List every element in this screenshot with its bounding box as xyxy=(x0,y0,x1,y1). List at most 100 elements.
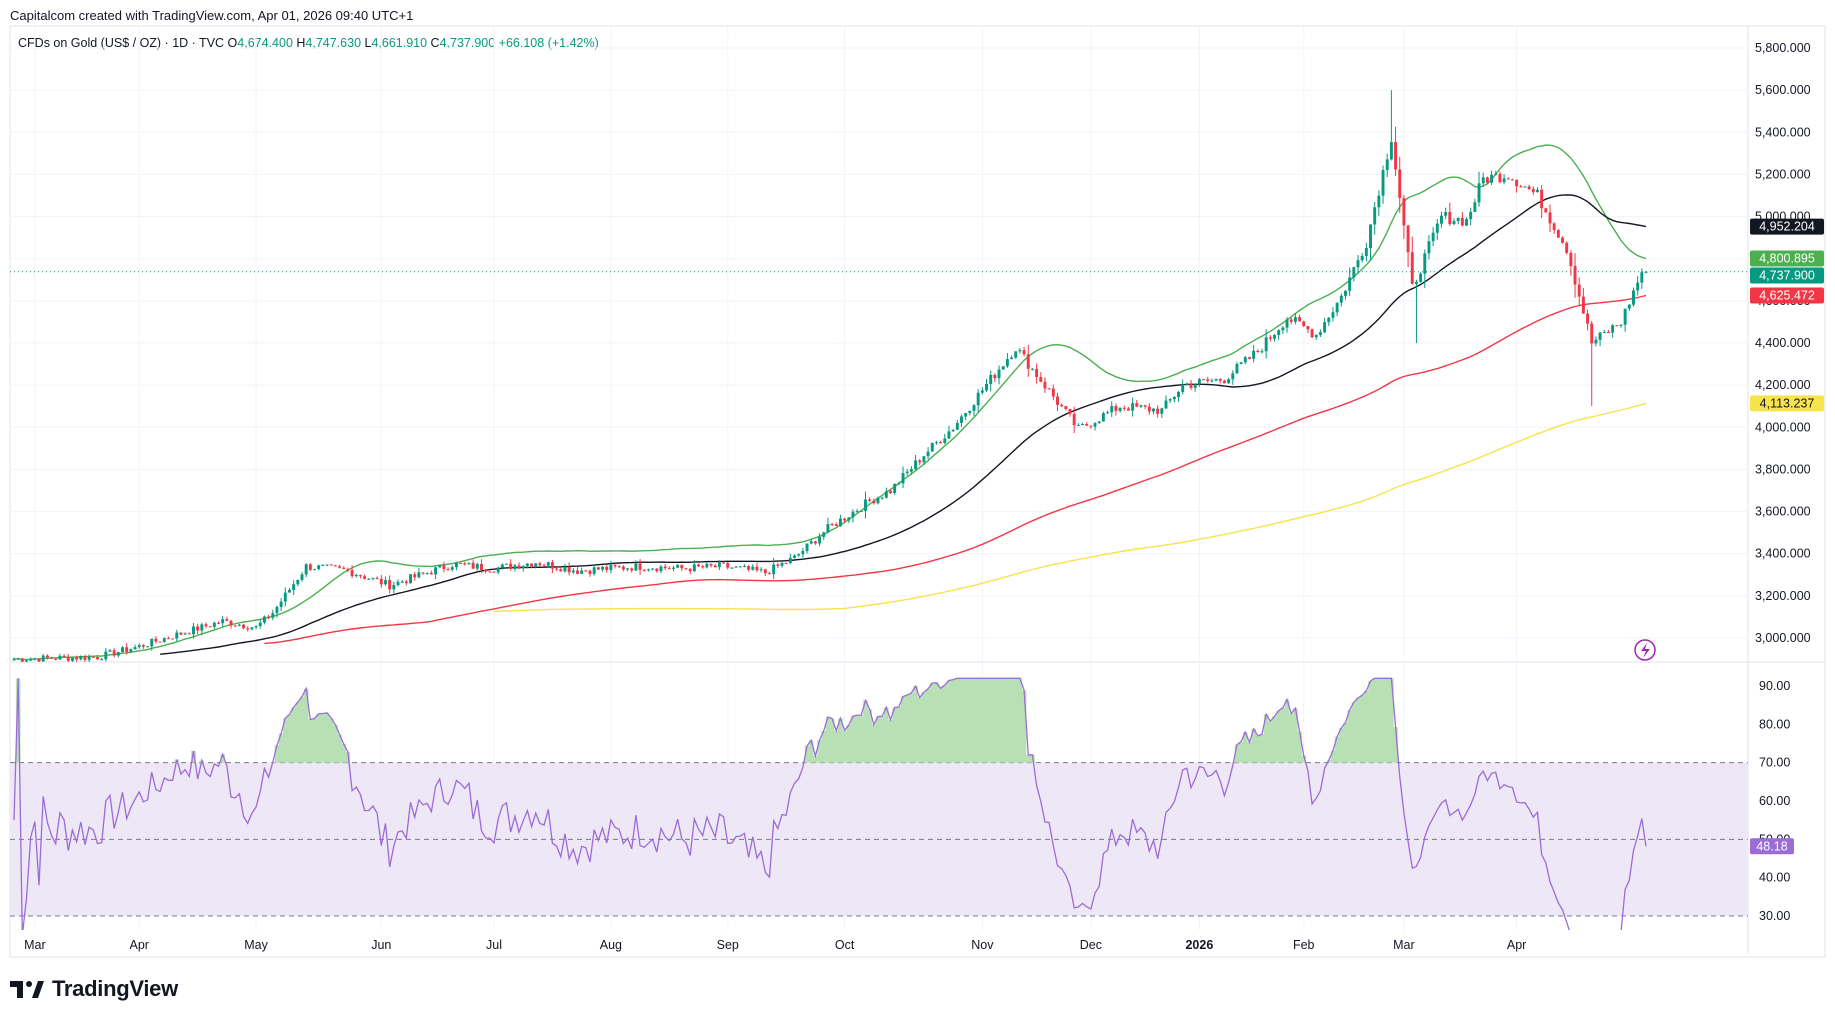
candle[interactable] xyxy=(454,562,458,571)
candle[interactable] xyxy=(1481,172,1485,188)
candle[interactable] xyxy=(1469,207,1473,226)
candle[interactable] xyxy=(1014,351,1018,359)
candle[interactable] xyxy=(922,456,926,465)
candle[interactable] xyxy=(605,564,609,573)
candle[interactable] xyxy=(1536,187,1539,193)
candle[interactable] xyxy=(713,564,717,568)
candle[interactable] xyxy=(893,483,897,495)
candle[interactable] xyxy=(709,563,713,568)
candle[interactable] xyxy=(20,657,24,665)
candle[interactable] xyxy=(1160,407,1164,418)
candle[interactable] xyxy=(834,522,838,527)
candle[interactable] xyxy=(1026,344,1030,377)
candle[interactable] xyxy=(1206,376,1210,383)
candle[interactable] xyxy=(208,626,212,628)
tradingview-brand[interactable]: TradingView xyxy=(10,976,178,1002)
candle[interactable] xyxy=(1051,384,1055,401)
price-plot[interactable] xyxy=(12,90,1648,665)
candle[interactable] xyxy=(1164,395,1168,410)
candle[interactable] xyxy=(1440,211,1443,228)
candle[interactable] xyxy=(997,365,1001,385)
candle[interactable] xyxy=(1185,382,1189,386)
candle[interactable] xyxy=(1239,361,1243,365)
candle[interactable] xyxy=(1248,356,1251,360)
candle[interactable] xyxy=(642,569,646,572)
candle[interactable] xyxy=(1389,90,1393,161)
candle[interactable] xyxy=(939,440,943,444)
candle[interactable] xyxy=(509,559,513,571)
candle[interactable] xyxy=(1460,212,1464,227)
candle[interactable] xyxy=(1010,355,1014,360)
candle[interactable] xyxy=(818,533,822,547)
candle[interactable] xyxy=(150,638,154,651)
candle[interactable] xyxy=(1485,176,1489,185)
candle[interactable] xyxy=(200,622,204,636)
candle[interactable] xyxy=(759,567,763,573)
candle[interactable] xyxy=(237,623,241,627)
candle[interactable] xyxy=(1106,410,1110,414)
candle[interactable] xyxy=(646,568,650,572)
candle[interactable] xyxy=(1548,204,1552,233)
candle[interactable] xyxy=(384,576,387,586)
candle[interactable] xyxy=(1402,194,1406,239)
candle[interactable] xyxy=(985,378,988,392)
candle[interactable] xyxy=(1423,249,1427,289)
candle[interactable] xyxy=(179,632,183,636)
candle[interactable] xyxy=(484,568,488,574)
candle[interactable] xyxy=(254,625,258,630)
candle[interactable] xyxy=(313,568,316,571)
candle[interactable] xyxy=(171,638,175,640)
candle[interactable] xyxy=(1005,353,1009,368)
candle[interactable] xyxy=(742,564,746,568)
candle[interactable] xyxy=(1323,317,1327,334)
candle[interactable] xyxy=(772,557,776,580)
candle[interactable] xyxy=(1110,401,1114,417)
candle[interactable] xyxy=(1189,380,1193,391)
candle[interactable] xyxy=(229,619,233,629)
candle[interactable] xyxy=(926,447,930,460)
candle[interactable] xyxy=(162,637,166,643)
candle[interactable] xyxy=(1632,287,1635,307)
candle[interactable] xyxy=(788,553,792,565)
candle[interactable] xyxy=(175,629,179,642)
candle[interactable] xyxy=(847,517,851,524)
candle[interactable] xyxy=(1156,405,1160,418)
candle[interactable] xyxy=(217,621,220,625)
candle[interactable] xyxy=(943,433,947,445)
candle[interactable] xyxy=(354,573,358,578)
candle[interactable] xyxy=(196,623,200,635)
candle[interactable] xyxy=(1344,289,1347,300)
candle[interactable] xyxy=(1210,378,1214,383)
candle[interactable] xyxy=(692,560,696,572)
candle[interactable] xyxy=(1561,236,1564,244)
candle[interactable] xyxy=(125,643,129,655)
candle[interactable] xyxy=(1531,186,1535,195)
candle[interactable] xyxy=(1515,179,1519,193)
candle[interactable] xyxy=(638,559,642,576)
candle[interactable] xyxy=(1118,407,1122,413)
candle[interactable] xyxy=(100,658,104,661)
candle[interactable] xyxy=(271,609,275,621)
candle[interactable] xyxy=(346,567,350,573)
candle[interactable] xyxy=(1577,277,1581,306)
candle[interactable] xyxy=(1477,171,1481,207)
candle[interactable] xyxy=(563,563,567,573)
candle[interactable] xyxy=(930,442,934,452)
candle[interactable] xyxy=(192,622,195,639)
candle[interactable] xyxy=(1243,356,1247,365)
candle[interactable] xyxy=(1498,171,1502,184)
candle[interactable] xyxy=(905,468,909,476)
candle[interactable] xyxy=(1394,126,1398,177)
candle[interactable] xyxy=(87,654,91,662)
candle[interactable] xyxy=(517,562,521,570)
candle[interactable] xyxy=(1640,268,1644,289)
candle[interactable] xyxy=(66,653,70,664)
candle[interactable] xyxy=(897,481,901,485)
candle[interactable] xyxy=(801,547,805,558)
candle[interactable] xyxy=(350,565,354,579)
candle[interactable] xyxy=(1327,316,1331,326)
candle[interactable] xyxy=(1606,329,1610,334)
candle[interactable] xyxy=(116,651,120,658)
candle[interactable] xyxy=(580,567,584,574)
candle[interactable] xyxy=(379,575,383,588)
